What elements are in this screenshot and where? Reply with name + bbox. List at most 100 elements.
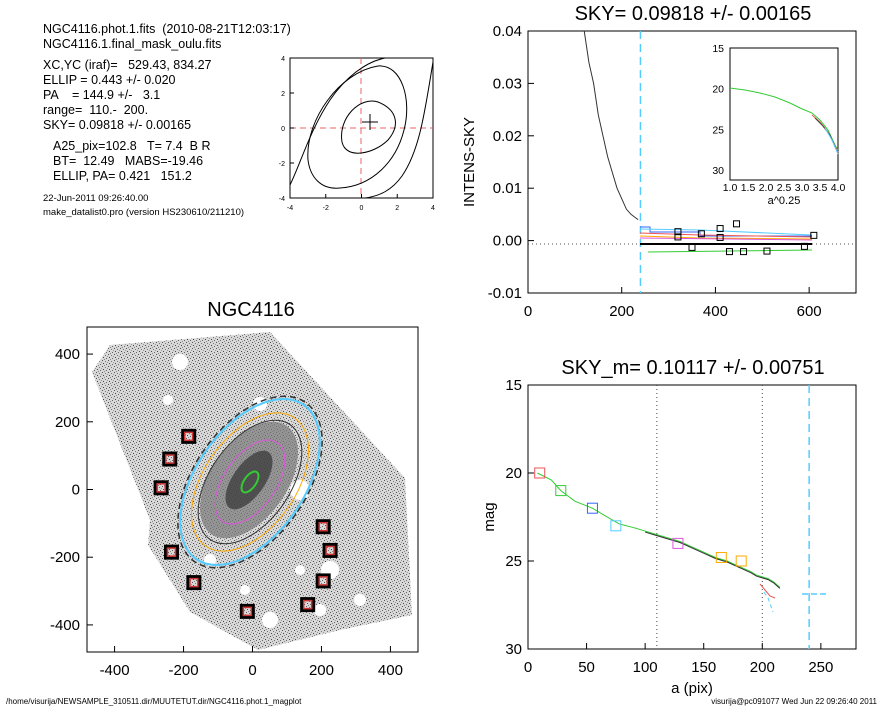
mask-square-inner-7 [325,545,335,556]
inset-ytick-0: 15 [712,43,724,55]
mask-square-2 [153,480,169,496]
mask-hole-6 [314,604,326,616]
mag-xtick-2: 100 [633,659,658,676]
sky-ytick-5: -0.01 [488,285,522,302]
isophote-cyan [179,398,321,566]
mask-hole-9 [240,585,250,595]
galaxy-xtick-4: 400 [378,662,403,679]
sky-red [639,232,813,238]
mag-xtick-1: 50 [578,659,595,676]
mag-red-tail [759,583,776,599]
mag-square-1 [555,485,567,497]
sky-ytick-4: 0.00 [493,233,522,250]
isophote-green [240,470,260,494]
mag-square-5 [715,551,727,563]
galaxy-xtick-2: 0 [248,662,256,679]
contour-ytick-3: -2 [279,161,285,168]
inset-xtick-1: 1.5 [741,182,756,194]
isophote-yellow [191,412,309,552]
info-line-5: PA = 144.9 +/- 3.1 [43,88,161,102]
contour-ytick-0: 4 [281,56,285,63]
sky-point-10 [800,242,808,250]
mag-ytick-1: 20 [505,465,522,482]
sky-green [647,249,813,253]
contour-xtick-0: -4 [287,205,293,212]
mask-square-5 [239,603,255,619]
mag-xtick-5: 250 [808,659,833,676]
sky-point-5 [716,233,724,241]
galaxy-image-plot: NGC4116 -400 -200 0 200 400 400 200 0 -200 -400 [50,299,419,679]
sky-orange [639,235,813,240]
mask-square-9 [300,597,316,613]
sky-profile-line [583,30,639,221]
mag-cyan-tail [763,591,774,613]
contour-ytick-1: 2 [281,91,285,98]
sky-xtick-1: 200 [609,303,634,320]
mask-square-inner-2 [156,483,166,493]
info-line-2: NGC4116.1.final_mask_oulu.fits [43,37,222,51]
mask-square-3 [163,544,179,560]
galaxy-xtick-0: -400 [100,662,130,679]
info-line-8: A25_pix=102.8 T= 7.4 B R [53,139,211,153]
mag-square-6 [735,555,747,567]
galaxy-ytick-0: 400 [55,346,80,363]
mask-hole-10 [295,565,305,575]
mask-hole-3 [163,395,173,405]
sky-ytick-2: 0.02 [493,128,522,145]
sky-xtick-0: 0 [524,303,532,320]
contour-outer [289,57,434,199]
mask-square-inner-0 [183,431,194,442]
sky-point-4 [716,225,724,233]
sky-point-0 [674,228,682,236]
contour-xtick-2: 0 [360,205,364,212]
mag-xtick-4: 200 [750,659,775,676]
sky-point-6 [725,248,733,256]
mask-square-inner-9 [302,599,313,610]
mask-square-7 [322,542,338,558]
contour-plot: -4 -2 0 2 4 4 2 0 -2 -4 [279,56,435,212]
mask-square-0 [181,428,197,444]
mask-square-inner-4 [189,577,199,588]
sky-point-1 [674,233,682,241]
mask-square-4 [186,575,202,591]
isophote-dark [197,419,303,545]
mag-xtick-3: 150 [691,659,716,676]
sky-ylabel: INTENS-SKY [461,117,478,207]
sky-cyan [639,228,813,236]
mag-square-4 [672,537,684,549]
isophote-magenta [214,439,286,525]
mask-square-8 [315,573,331,589]
sky-ytick-3: 0.01 [493,180,522,197]
sky-point-9 [763,247,771,255]
mask-square-inner-6 [318,521,328,532]
info-line-3: XC,YC (iraf)= 529.43, 834.27 [43,58,212,72]
inset-xtick-5: 3.5 [813,182,828,194]
mag-frame [527,384,857,650]
info-line-10: ELLIP, PA= 0.421 151.2 [53,169,192,183]
info-block: NGC4116.phot.1.fits (2010-08-21T12:03:17… [43,22,291,220]
info-date: 22-Jun-2011 09:26:40.00 [43,193,149,204]
sky-frame [527,30,857,294]
sky-point-8 [740,248,748,256]
mag-profile-plot: SKY_m= 0.10117 +/- 0.00751 mag a (pix) 0… [481,357,857,697]
inset-cyan [824,127,839,155]
galaxy-field-lower [148,478,412,650]
isophote-dashed [177,395,323,569]
info-line-4: ELLIP = 0.443 +/- 0.020 [43,73,176,87]
inset-xtick-4: 3.0 [795,182,810,194]
info-program: make_datalist0.pro (version HS230610/211… [43,207,245,218]
mask-square-inner-1 [165,454,175,464]
mask-hole-8 [354,594,366,606]
contour-ytick-4: -4 [279,196,285,203]
inset-xtick-2: 2.0 [759,182,774,194]
sky-ytick-0: 0.04 [493,23,522,40]
info-line-9: BT= 12.49 MABS=-19.46 [53,154,204,168]
mag-ytick-0: 15 [505,377,522,394]
galaxy-ytick-1: 200 [55,414,80,431]
info-line-6: range= 110.- 200. [43,103,149,117]
sky-ytick-1: 0.03 [493,75,522,92]
inset-ytick-1: 20 [712,84,724,96]
galaxy-title: NGC4116 [207,299,294,321]
mag-xlabel: a (pix) [671,680,713,697]
sky-xtick-3: 600 [797,303,822,320]
